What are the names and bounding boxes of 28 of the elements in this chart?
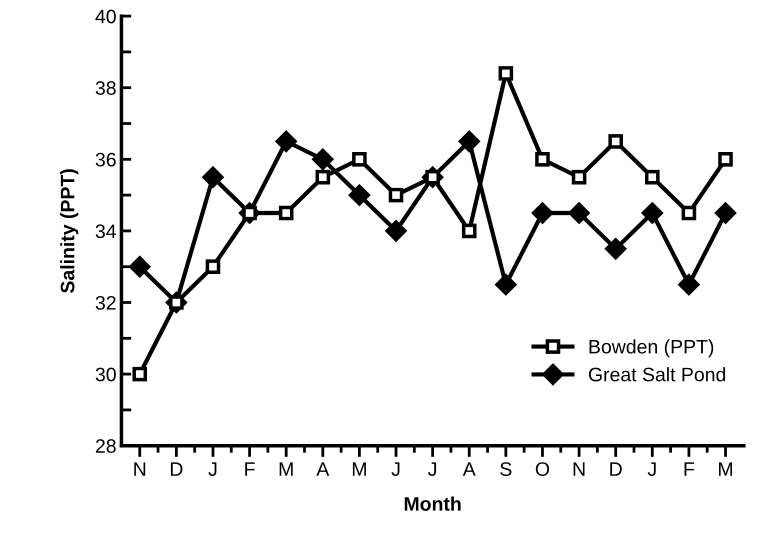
x-tick-label: D xyxy=(170,462,182,476)
y-tick-label: 36 xyxy=(96,152,116,167)
y-axis-title: Salinity (PPT) xyxy=(60,169,78,294)
x-tick-label: F xyxy=(684,462,694,476)
y-tick-label: 38 xyxy=(96,81,116,95)
x-tick-label: M xyxy=(352,462,366,476)
x-tick-label: O xyxy=(536,462,550,476)
y-tick-label: 40 xyxy=(95,10,116,24)
x-tick-label: A xyxy=(316,462,330,476)
y-tick-label: 30 xyxy=(96,368,116,382)
y-tick-label: 28 xyxy=(96,439,116,453)
x-tick-label: J xyxy=(208,462,216,476)
x-tick-label: S xyxy=(500,462,512,476)
legend-label: Great Salt Pond xyxy=(588,367,726,382)
x-tick-label: F xyxy=(245,462,255,476)
x-tick-label: J xyxy=(648,462,656,476)
x-tick-label: M xyxy=(719,462,732,476)
y-tick-label: 34 xyxy=(96,224,116,238)
x-tick-label: N xyxy=(134,462,146,476)
legend-label: Bowden (PPT) xyxy=(590,339,714,358)
x-tick-label: J xyxy=(391,462,400,476)
x-tick-label: M xyxy=(280,462,293,476)
x-tick-label: N xyxy=(574,462,585,476)
x-tick-label: J xyxy=(428,462,436,476)
x-tick-label: A xyxy=(462,462,476,476)
y-tick-label: 32 xyxy=(96,296,116,310)
x-tick-label: D xyxy=(610,462,622,476)
x-axis-title: Month xyxy=(404,496,461,511)
